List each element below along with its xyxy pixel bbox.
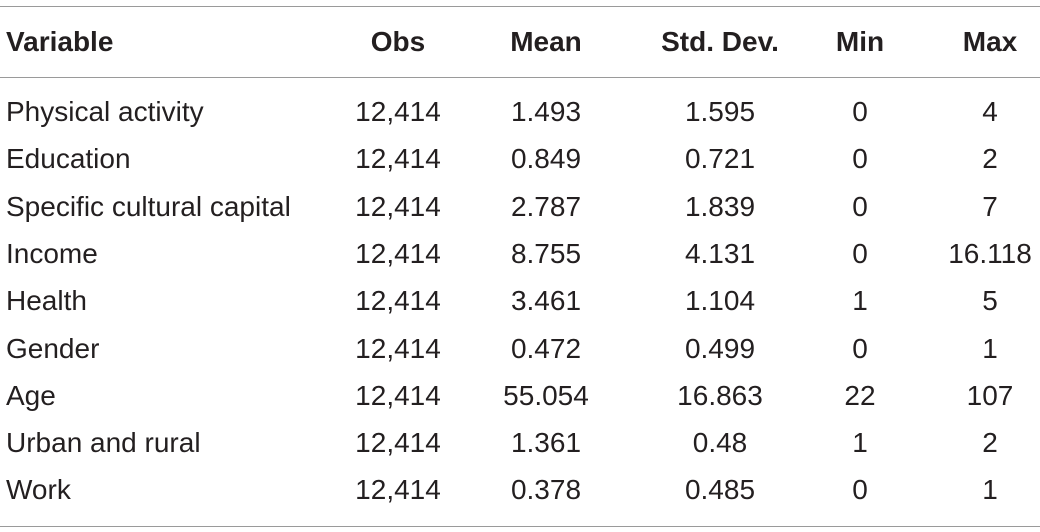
cell-variable: Income	[6, 237, 98, 269]
cell-min: 0	[852, 96, 868, 127]
cell-min: 0	[852, 332, 868, 364]
cell-min: 1	[852, 285, 868, 317]
cell-mean: 55.054	[503, 379, 589, 411]
cell-variable: Education	[6, 143, 131, 175]
cell-obs: 12,414	[355, 474, 441, 506]
cell-mean: 8.755	[510, 237, 582, 269]
cell-obs: 12,414	[355, 143, 441, 175]
cell-max: 1	[982, 332, 998, 364]
header-variable: Variable	[6, 26, 114, 57]
cell-obs: 12,414	[355, 190, 441, 222]
cell-std-dev: 0.499	[684, 332, 756, 364]
table-row: Work 12,414 0.378 0.485 0 1	[0, 466, 1040, 513]
cell-min: 0	[852, 474, 868, 506]
cell-min: 0	[852, 237, 868, 269]
header-min: Min	[835, 26, 885, 57]
cell-std-dev: 1.104	[684, 285, 756, 317]
cell-obs: 12,414	[355, 285, 441, 317]
cell-mean: 0.472	[510, 332, 582, 364]
cell-max: 16.118	[948, 237, 1032, 269]
table-row: Urban and rural 12,414 1.361 0.48 1 2	[0, 419, 1040, 466]
cell-max: 7	[982, 190, 998, 222]
cell-variable: Specific cultural capital	[6, 190, 291, 222]
table-row: Gender 12,414 0.472 0.499 0 1	[0, 325, 1040, 372]
cell-min: 1	[852, 427, 868, 459]
cell-min: 0	[852, 143, 868, 175]
cell-obs: 12,414	[355, 332, 441, 364]
cell-mean: 0.849	[510, 143, 582, 175]
cell-max: 2	[982, 143, 998, 175]
header-mean: Mean	[510, 26, 582, 57]
header-obs: Obs	[370, 26, 426, 57]
cell-max: 2	[982, 427, 998, 459]
cell-obs: 12,414	[355, 427, 441, 459]
cell-obs: 12,414	[355, 379, 441, 411]
cell-std-dev: 16.863	[677, 379, 763, 411]
cell-variable: Age	[6, 379, 56, 411]
table-row: Age 12,414 55.054 16.863 22 107	[0, 372, 1040, 419]
cell-std-dev: 0.48	[692, 427, 748, 459]
table-row: Education 12,414 0.849 0.721 0 2	[0, 135, 1040, 182]
cell-variable: Physical activity	[6, 96, 204, 127]
cell-min: 22	[844, 379, 876, 411]
header-max: Max	[962, 26, 1018, 57]
cell-std-dev: 0.721	[684, 143, 756, 175]
cell-max: 5	[982, 285, 998, 317]
cell-variable: Urban and rural	[6, 427, 201, 459]
cell-std-dev: 1.839	[684, 190, 756, 222]
table-row: Physical activity 12,414 1.493 1.595 0 4	[0, 88, 1040, 135]
table-row: Health 12,414 3.461 1.104 1 5	[0, 277, 1040, 324]
cell-max: 4	[982, 96, 998, 127]
cell-max: 107	[966, 379, 1014, 411]
table-header-rule	[0, 77, 1040, 78]
cell-std-dev: 4.131	[684, 237, 756, 269]
table-header-row: Variable Obs Mean Std. Dev. Min Max	[0, 18, 1040, 65]
header-std-dev: Std. Dev.	[661, 26, 779, 57]
cell-variable: Gender	[6, 332, 100, 364]
table-row: Income 12,414 8.755 4.131 0 16.118	[0, 230, 1040, 277]
cell-min: 0	[852, 190, 868, 222]
cell-std-dev: 0.485	[684, 474, 756, 506]
cell-mean: 1.361	[510, 427, 582, 459]
cell-obs: 12,414	[355, 237, 441, 269]
cell-std-dev: 1.595	[684, 96, 756, 127]
cell-mean: 2.787	[510, 190, 582, 222]
cell-mean: 3.461	[510, 285, 582, 317]
table-bottom-rule	[0, 526, 1040, 527]
cell-obs: 12,414	[355, 96, 441, 127]
cell-variable: Work	[6, 474, 71, 506]
table-row: Specific cultural capital 12,414 2.787 1.83…	[0, 183, 1040, 230]
cell-variable: Health	[6, 285, 87, 317]
table-top-rule	[0, 6, 1040, 7]
cell-mean: 1.493	[510, 96, 582, 127]
cell-mean: 0.378	[510, 474, 582, 506]
cell-max: 1	[982, 474, 998, 506]
